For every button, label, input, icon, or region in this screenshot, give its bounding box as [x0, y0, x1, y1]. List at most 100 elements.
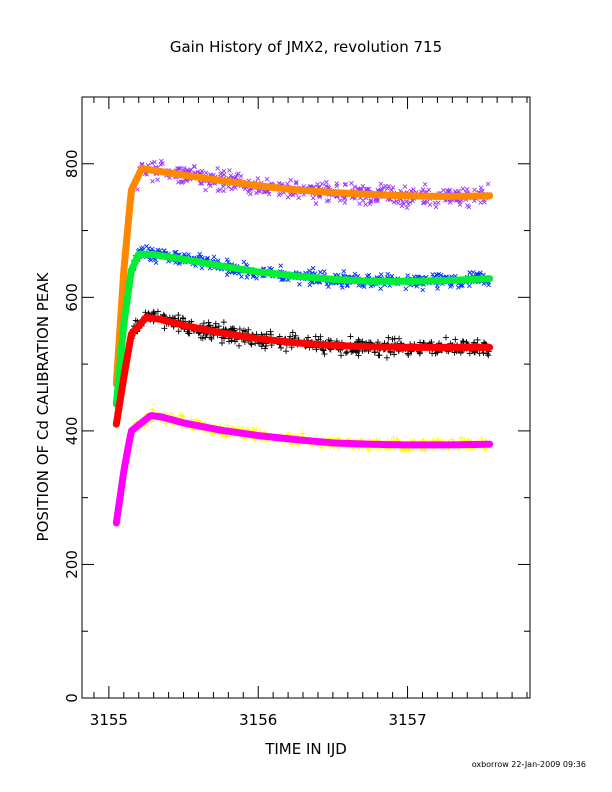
data-point [386, 183, 392, 189]
data-point [467, 270, 473, 275]
y-tick-label: 400 [63, 417, 81, 446]
data-point [248, 341, 255, 348]
data-point [207, 334, 214, 341]
data-point [179, 180, 185, 185]
data-point [368, 197, 374, 203]
data-point [405, 273, 410, 278]
data-point [420, 287, 426, 293]
data-point [175, 312, 182, 319]
data-point [341, 268, 347, 274]
data-point [197, 334, 204, 341]
data-point [176, 166, 182, 171]
data-point [433, 204, 439, 210]
data-point [363, 202, 368, 207]
data-point [223, 433, 230, 440]
data-point [459, 338, 466, 345]
x-tick-label: 3156 [239, 711, 277, 729]
data-point [296, 195, 302, 201]
data-point [324, 179, 329, 185]
data-point [261, 189, 266, 195]
plot-border [81, 96, 531, 699]
data-point [472, 187, 477, 193]
data-point [203, 187, 208, 193]
x-tick-label: 3155 [90, 711, 128, 729]
data-point [385, 186, 390, 191]
data-point [474, 336, 481, 343]
data-point [313, 201, 319, 206]
data-point [338, 352, 345, 359]
data-point [460, 186, 466, 191]
data-point [452, 336, 459, 343]
data-point [153, 260, 159, 266]
data-point [317, 194, 322, 200]
data-point [455, 285, 461, 290]
data-point [200, 320, 207, 327]
data-point [212, 320, 219, 327]
data-point [406, 201, 411, 207]
y-tick-label: 600 [63, 283, 81, 312]
y-axis-label: POSITION OF Cd CALIBRATION PEAK [34, 271, 52, 541]
data-point [264, 176, 270, 182]
data-point [435, 286, 440, 291]
fit-curve [112, 412, 494, 527]
data-point [177, 412, 184, 419]
footer-credit: oxborrow 22-Jan-2009 09:36 [472, 760, 586, 769]
fit-curves [112, 165, 494, 527]
data-point [430, 272, 435, 277]
data-point [203, 170, 209, 176]
data-point [278, 263, 283, 269]
data-point [390, 185, 396, 190]
data-point [150, 178, 155, 184]
data-point [446, 189, 452, 194]
chart-title: Gain History of JMX2, revolution 715 [170, 38, 442, 56]
data-point [159, 158, 164, 164]
data-point [310, 195, 316, 201]
data-point [476, 350, 483, 357]
data-point [485, 181, 491, 187]
data-point [215, 323, 222, 330]
data-point [404, 350, 411, 357]
data-point [180, 413, 187, 420]
data-point [317, 333, 324, 340]
data-point [255, 176, 261, 181]
data-point [390, 434, 397, 441]
data-point [334, 181, 340, 186]
data-point [324, 281, 330, 287]
axis-ticks: 0 200 400 600 800 3155 3156 3157 [63, 97, 530, 729]
plot-frame [81, 96, 531, 699]
data-point [293, 181, 299, 186]
data-point [391, 199, 397, 205]
data-point [148, 257, 154, 263]
data-point [246, 189, 251, 195]
data-point [241, 259, 247, 265]
data-point [422, 199, 428, 205]
data-point [221, 172, 227, 178]
data-point [185, 330, 192, 337]
data-point [224, 272, 230, 278]
data-point [250, 274, 256, 279]
data-point [337, 198, 343, 203]
data-point [149, 160, 155, 166]
y-tick-label: 200 [63, 550, 81, 579]
data-point [288, 177, 294, 183]
data-point [405, 351, 412, 358]
data-point [198, 254, 204, 260]
data-point [366, 186, 372, 192]
data-point [254, 190, 259, 196]
data-point [404, 205, 410, 210]
data-point [366, 272, 372, 278]
scatter-points [113, 158, 493, 520]
data-point [155, 177, 160, 183]
data-point [467, 283, 472, 289]
data-point [161, 325, 168, 332]
data-point [326, 284, 331, 289]
y-tick-label: 800 [63, 149, 81, 178]
data-point [221, 168, 227, 174]
data-point [343, 181, 348, 187]
data-point [283, 348, 290, 355]
data-point [435, 200, 441, 206]
data-point [299, 430, 306, 437]
data-point [258, 343, 265, 350]
data-point [175, 328, 182, 335]
data-point [306, 268, 312, 274]
